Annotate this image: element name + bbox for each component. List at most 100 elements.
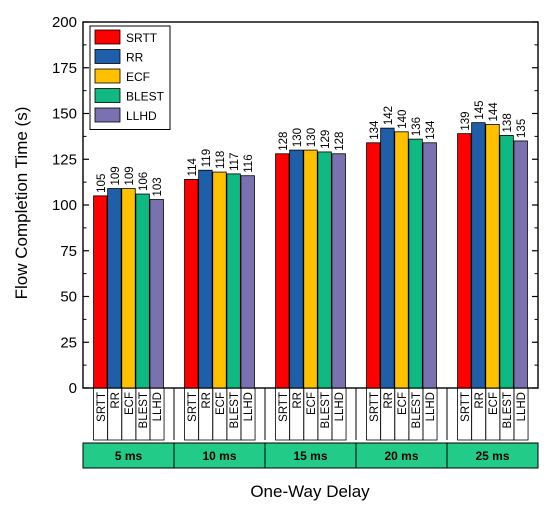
series-axis-label: SRTT [96, 392, 108, 422]
value-label: 145 [474, 100, 486, 119]
series-axis-label: BLEST [229, 392, 241, 428]
bar-blest-3 [408, 138, 423, 389]
bar-llhd-0 [149, 199, 164, 389]
bar-srtt-2 [275, 153, 290, 389]
series-axis-label: ECF [488, 392, 500, 415]
series-axis-label: RR [110, 392, 122, 409]
value-label: 130 [306, 128, 318, 147]
value-label: 109 [124, 166, 136, 185]
value-label: 142 [383, 106, 395, 125]
y-tick-label: 175 [52, 60, 77, 77]
legend-swatch-llhd [94, 107, 121, 123]
value-label: 128 [334, 132, 346, 151]
value-label: 106 [138, 172, 150, 191]
legend-label-ecf: ECF [126, 70, 150, 84]
bars-layer [93, 122, 528, 389]
bar-ecf-4 [485, 124, 500, 389]
series-axis-label: BLEST [411, 392, 423, 428]
series-label-box [149, 387, 165, 441]
value-label: 134 [425, 120, 437, 140]
y-tick-label: 125 [52, 151, 77, 168]
series-axis-label: SRTT [460, 392, 472, 422]
value-label: 119 [201, 149, 213, 167]
category-box [173, 442, 266, 469]
legend: SRTT RR ECF BLEST LLHD [89, 25, 171, 130]
value-label: 139 [460, 111, 472, 130]
bar-ecf-3 [394, 131, 409, 389]
bar-ecf-0 [121, 188, 136, 389]
series-axis-label: RR [383, 392, 395, 409]
series-label-box [513, 387, 529, 441]
bar-llhd-3 [422, 142, 437, 389]
category-label: 5 ms [115, 449, 143, 463]
series-axis-label: SRTT [187, 392, 199, 422]
value-label: 109 [110, 166, 122, 185]
series-label-box [240, 387, 256, 441]
bar-rr-0 [107, 188, 122, 389]
y-tick-label: 100 [52, 197, 77, 214]
value-label: 103 [152, 177, 164, 196]
value-label: 134 [369, 120, 381, 140]
series-axis-label: LLHD [152, 392, 164, 421]
category-box [264, 442, 357, 469]
bar-rr-4 [471, 122, 486, 389]
bar-llhd-1 [240, 175, 255, 389]
series-axis-label: LLHD [243, 392, 255, 421]
x-axis-title: One-Way Delay [250, 482, 370, 501]
bar-blest-0 [135, 193, 150, 389]
value-label: 130 [292, 128, 304, 147]
value-label: 135 [516, 119, 528, 138]
series-label-box [422, 387, 438, 441]
bar-srtt-3 [366, 142, 381, 389]
bar-rr-3 [380, 127, 395, 389]
value-label: 116 [243, 154, 255, 172]
series-axis-label: RR [474, 392, 486, 409]
y-tick-label: 150 [52, 106, 77, 123]
legend-label-llhd: LLHD [126, 109, 157, 123]
category-label: 10 ms [202, 449, 236, 463]
series-axis-label: BLEST [320, 392, 332, 428]
y-tick-label: 25 [60, 334, 77, 351]
series-axis-label: ECF [124, 392, 136, 415]
bar-ecf-1 [212, 171, 227, 389]
bar-srtt-0 [93, 195, 108, 389]
bar-ecf-2 [303, 149, 318, 389]
y-tick-label: 75 [60, 243, 77, 260]
series-axis-label: LLHD [425, 392, 437, 421]
category-box [446, 442, 539, 469]
bar-srtt-4 [457, 133, 472, 389]
series-axis-label: ECF [215, 392, 227, 415]
bar-llhd-2 [331, 153, 346, 389]
value-label: 140 [397, 110, 409, 129]
value-label: 114 [187, 157, 199, 176]
y-axis-title: Flow Completion Time (s) [12, 107, 31, 300]
bar-blest-2 [317, 151, 332, 389]
value-label: 128 [278, 132, 290, 151]
series-axis-label: RR [201, 392, 213, 409]
series-axis-label: BLEST [138, 392, 150, 428]
series-axis-label: LLHD [516, 392, 528, 421]
y-tick-label: 0 [69, 380, 77, 397]
legend-swatch-blest [94, 88, 121, 103]
category-label: 15 ms [293, 449, 327, 463]
value-label: 136 [411, 117, 423, 136]
bar-rr-2 [289, 149, 304, 389]
value-label: 129 [320, 130, 332, 149]
legend-label-blest: BLEST [126, 90, 165, 104]
legend-swatch-srtt [94, 29, 121, 45]
series-axis-label: SRTT [278, 392, 290, 422]
legend-swatch-rr [94, 49, 121, 64]
value-label: 144 [488, 102, 500, 122]
bar-blest-1 [226, 173, 241, 389]
series-axis-label: SRTT [369, 392, 381, 422]
category-box [355, 442, 448, 469]
series-axis-label: LLHD [334, 392, 346, 421]
value-label: 138 [502, 113, 514, 132]
bar-llhd-4 [513, 140, 528, 389]
bar-srtt-1 [184, 178, 199, 389]
y-tick-label: 50 [60, 289, 77, 306]
